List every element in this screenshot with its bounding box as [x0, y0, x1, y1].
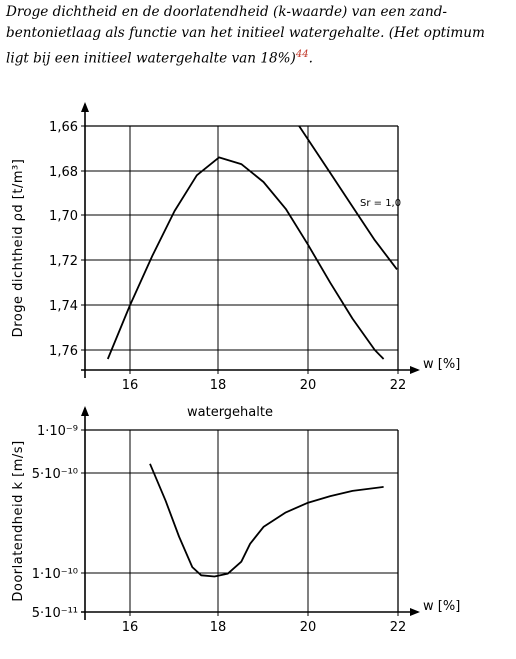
- caption-text: Droge dichtheid en de doorlatendheid (k-…: [6, 4, 485, 67]
- permeability-chart: 1·10⁻⁹ 5·10⁻¹⁰ 1·10⁻¹⁰ 5·10⁻¹¹ 16 18 20 22 w [%]…: [11, 405, 460, 635]
- x-tick-label: 22: [390, 378, 407, 393]
- x-axis-label: w [%]: [423, 599, 460, 614]
- x-axis-arrow: [410, 366, 420, 374]
- x-tick-label: 20: [300, 378, 317, 393]
- x-tick-label: 18: [210, 620, 227, 635]
- caption-reference[interactable]: 44: [295, 49, 309, 60]
- y-axis-label: Doorlatendheid k [m/s]: [11, 440, 26, 601]
- y-tick-label: 1,72: [49, 254, 78, 269]
- x-tick-label: 16: [122, 378, 139, 393]
- saturation-line-label: Sr = 1,0: [360, 198, 401, 209]
- x-axis-sublabel: watergehalte: [187, 405, 273, 420]
- y-tick-label: 1,68: [49, 165, 78, 180]
- y-tick-label: 1,74: [49, 299, 78, 314]
- y-axis-label: Droge dichtheid ρd [t/m³]: [11, 159, 26, 338]
- y-tick-label: 1·10⁻⁹: [37, 424, 78, 439]
- saturation-line: [298, 126, 398, 270]
- y-tick-label: 1,76: [49, 344, 78, 359]
- data-series-curve: [149, 463, 384, 578]
- x-tick-label: 22: [390, 620, 407, 635]
- caption-end: .: [308, 50, 313, 67]
- dry-density-chart: 1,66 1,68 1,70 1,72 1,74 1,76 16 18 20 22 w [%] Dro…: [11, 102, 460, 393]
- x-axis-label: w [%]: [423, 357, 460, 372]
- y-axis-arrow: [81, 102, 89, 112]
- x-tick-label: 20: [300, 620, 317, 635]
- figure-caption: Droge dichtheid en de doorlatendheid (k-…: [6, 2, 511, 70]
- x-tick-label: 18: [210, 378, 227, 393]
- y-tick-label: 5·10⁻¹¹: [32, 606, 78, 621]
- y-tick-label: 1·10⁻¹⁰: [32, 567, 78, 582]
- y-tick-label: 1,66: [49, 120, 78, 135]
- data-series-curve: [106, 156, 385, 360]
- y-tick-label: 5·10⁻¹⁰: [32, 467, 78, 482]
- x-tick-label: 16: [122, 620, 139, 635]
- y-axis-arrow: [81, 406, 89, 416]
- x-axis-arrow: [410, 608, 420, 616]
- y-tick-label: 1,70: [49, 209, 78, 224]
